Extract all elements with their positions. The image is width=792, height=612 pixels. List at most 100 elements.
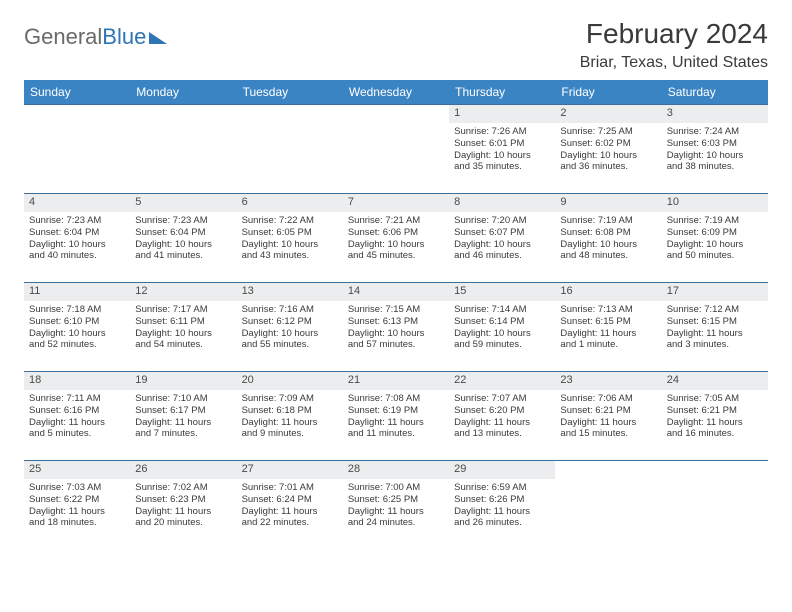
sunrise-text: Sunrise: 7:20 AM (454, 215, 550, 227)
day1-text: Daylight: 10 hours (135, 239, 231, 251)
sunset-text: Sunset: 6:15 PM (667, 316, 763, 328)
day-number: 20 (237, 372, 343, 390)
calendar-empty (555, 461, 661, 549)
sunrise-text: Sunrise: 7:12 AM (667, 304, 763, 316)
calendar-day: 24Sunrise: 7:05 AMSunset: 6:21 PMDayligh… (662, 372, 768, 460)
day2-text: and 7 minutes. (135, 428, 231, 440)
day1-text: Daylight: 11 hours (667, 328, 763, 340)
day-number: 3 (662, 105, 768, 123)
day-number: 10 (662, 194, 768, 212)
calendar-week: 11Sunrise: 7:18 AMSunset: 6:10 PMDayligh… (24, 282, 768, 371)
calendar-day: 5Sunrise: 7:23 AMSunset: 6:04 PMDaylight… (130, 194, 236, 282)
calendar-day: 6 Sunrise: 7:22 AMSunset: 6:05 PMDaylight… (237, 194, 343, 282)
day-number: 26 (130, 461, 236, 479)
brand-mark-icon (149, 32, 167, 44)
day2-text: and 54 minutes. (135, 339, 231, 351)
sunset-text: Sunset: 6:05 PM (242, 227, 338, 239)
day1-text: Daylight: 11 hours (242, 506, 338, 518)
day2-text: and 35 minutes. (454, 161, 550, 173)
calendar-empty (343, 105, 449, 193)
day-header: Monday (130, 80, 236, 104)
sunset-text: Sunset: 6:24 PM (242, 494, 338, 506)
sunset-text: Sunset: 6:17 PM (135, 405, 231, 417)
sunset-text: Sunset: 6:23 PM (135, 494, 231, 506)
page-header: GeneralBlue February 2024 Briar, Texas, … (24, 18, 768, 72)
day2-text: and 15 minutes. (560, 428, 656, 440)
calendar-day: 20Sunrise: 7:09 AMSunset: 6:18 PMDayligh… (237, 372, 343, 460)
day1-text: Daylight: 11 hours (454, 417, 550, 429)
day1-text: Daylight: 10 hours (454, 239, 550, 251)
calendar-day: 7Sunrise: 7:21 AMSunset: 6:06 PMDaylight… (343, 194, 449, 282)
day-number: 2 (555, 105, 661, 123)
location-text: Briar, Texas, United States (580, 54, 768, 72)
sunset-text: Sunset: 6:18 PM (242, 405, 338, 417)
sunrise-text: Sunrise: 7:07 AM (454, 393, 550, 405)
calendar-empty (24, 105, 130, 193)
day-number: 19 (130, 372, 236, 390)
calendar-day: 19Sunrise: 7:10 AMSunset: 6:17 PMDayligh… (130, 372, 236, 460)
sunset-text: Sunset: 6:07 PM (454, 227, 550, 239)
sunrise-text: Sunrise: 7:21 AM (348, 215, 444, 227)
day1-text: Daylight: 10 hours (454, 150, 550, 162)
sunset-text: Sunset: 6:14 PM (454, 316, 550, 328)
sunset-text: Sunset: 6:04 PM (29, 227, 125, 239)
day-number: 23 (555, 372, 661, 390)
sunset-text: Sunset: 6:19 PM (348, 405, 444, 417)
day-number: 17 (662, 283, 768, 301)
day1-text: Daylight: 10 hours (560, 150, 656, 162)
sunrise-text: Sunrise: 7:23 AM (29, 215, 125, 227)
sunset-text: Sunset: 6:01 PM (454, 138, 550, 150)
day-header: Friday (555, 80, 661, 104)
sunset-text: Sunset: 6:06 PM (348, 227, 444, 239)
day-number: 11 (24, 283, 130, 301)
day-number: 9 (555, 194, 661, 212)
calendar-empty (130, 105, 236, 193)
day2-text: and 36 minutes. (560, 161, 656, 173)
sunset-text: Sunset: 6:25 PM (348, 494, 444, 506)
sunset-text: Sunset: 6:02 PM (560, 138, 656, 150)
sunrise-text: Sunrise: 7:05 AM (667, 393, 763, 405)
title-block: February 2024 Briar, Texas, United State… (580, 18, 768, 72)
sunset-text: Sunset: 6:04 PM (135, 227, 231, 239)
sunrise-text: Sunrise: 6:59 AM (454, 482, 550, 494)
day-number: 12 (130, 283, 236, 301)
calendar-day: 26Sunrise: 7:02 AMSunset: 6:23 PMDayligh… (130, 461, 236, 549)
day1-text: Daylight: 10 hours (454, 328, 550, 340)
sunrise-text: Sunrise: 7:18 AM (29, 304, 125, 316)
day2-text: and 18 minutes. (29, 517, 125, 529)
day1-text: Daylight: 10 hours (667, 239, 763, 251)
day-number: 6 (237, 194, 343, 212)
sunrise-text: Sunrise: 7:19 AM (560, 215, 656, 227)
day2-text: and 46 minutes. (454, 250, 550, 262)
sunrise-text: Sunrise: 7:11 AM (29, 393, 125, 405)
day-number: 13 (237, 283, 343, 301)
calendar-day: 1Sunrise: 7:26 AMSunset: 6:01 PMDaylight… (449, 105, 555, 193)
calendar-day: 15Sunrise: 7:14 AMSunset: 6:14 PMDayligh… (449, 283, 555, 371)
sunrise-text: Sunrise: 7:10 AM (135, 393, 231, 405)
sunrise-text: Sunrise: 7:26 AM (454, 126, 550, 138)
day-number: 29 (449, 461, 555, 479)
sunset-text: Sunset: 6:10 PM (29, 316, 125, 328)
day-header: Sunday (24, 80, 130, 104)
calendar-day: 14Sunrise: 7:15 AMSunset: 6:13 PMDayligh… (343, 283, 449, 371)
sunrise-text: Sunrise: 7:22 AM (242, 215, 338, 227)
day-header: Wednesday (343, 80, 449, 104)
day-number: 27 (237, 461, 343, 479)
day-number: 14 (343, 283, 449, 301)
day-number: 16 (555, 283, 661, 301)
day1-text: Daylight: 10 hours (242, 239, 338, 251)
sunrise-text: Sunrise: 7:13 AM (560, 304, 656, 316)
calendar-day: 16Sunrise: 7:13 AMSunset: 6:15 PMDayligh… (555, 283, 661, 371)
calendar-empty (237, 105, 343, 193)
day1-text: Daylight: 10 hours (667, 150, 763, 162)
calendar-day: 25Sunrise: 7:03 AMSunset: 6:22 PMDayligh… (24, 461, 130, 549)
day-header-row: Sunday Monday Tuesday Wednesday Thursday… (24, 80, 768, 104)
day2-text: and 48 minutes. (560, 250, 656, 262)
sunrise-text: Sunrise: 7:17 AM (135, 304, 231, 316)
day1-text: Daylight: 11 hours (454, 506, 550, 518)
day1-text: Daylight: 10 hours (29, 328, 125, 340)
day2-text: and 22 minutes. (242, 517, 338, 529)
sunrise-text: Sunrise: 7:19 AM (667, 215, 763, 227)
day-number: 21 (343, 372, 449, 390)
day1-text: Daylight: 10 hours (348, 239, 444, 251)
